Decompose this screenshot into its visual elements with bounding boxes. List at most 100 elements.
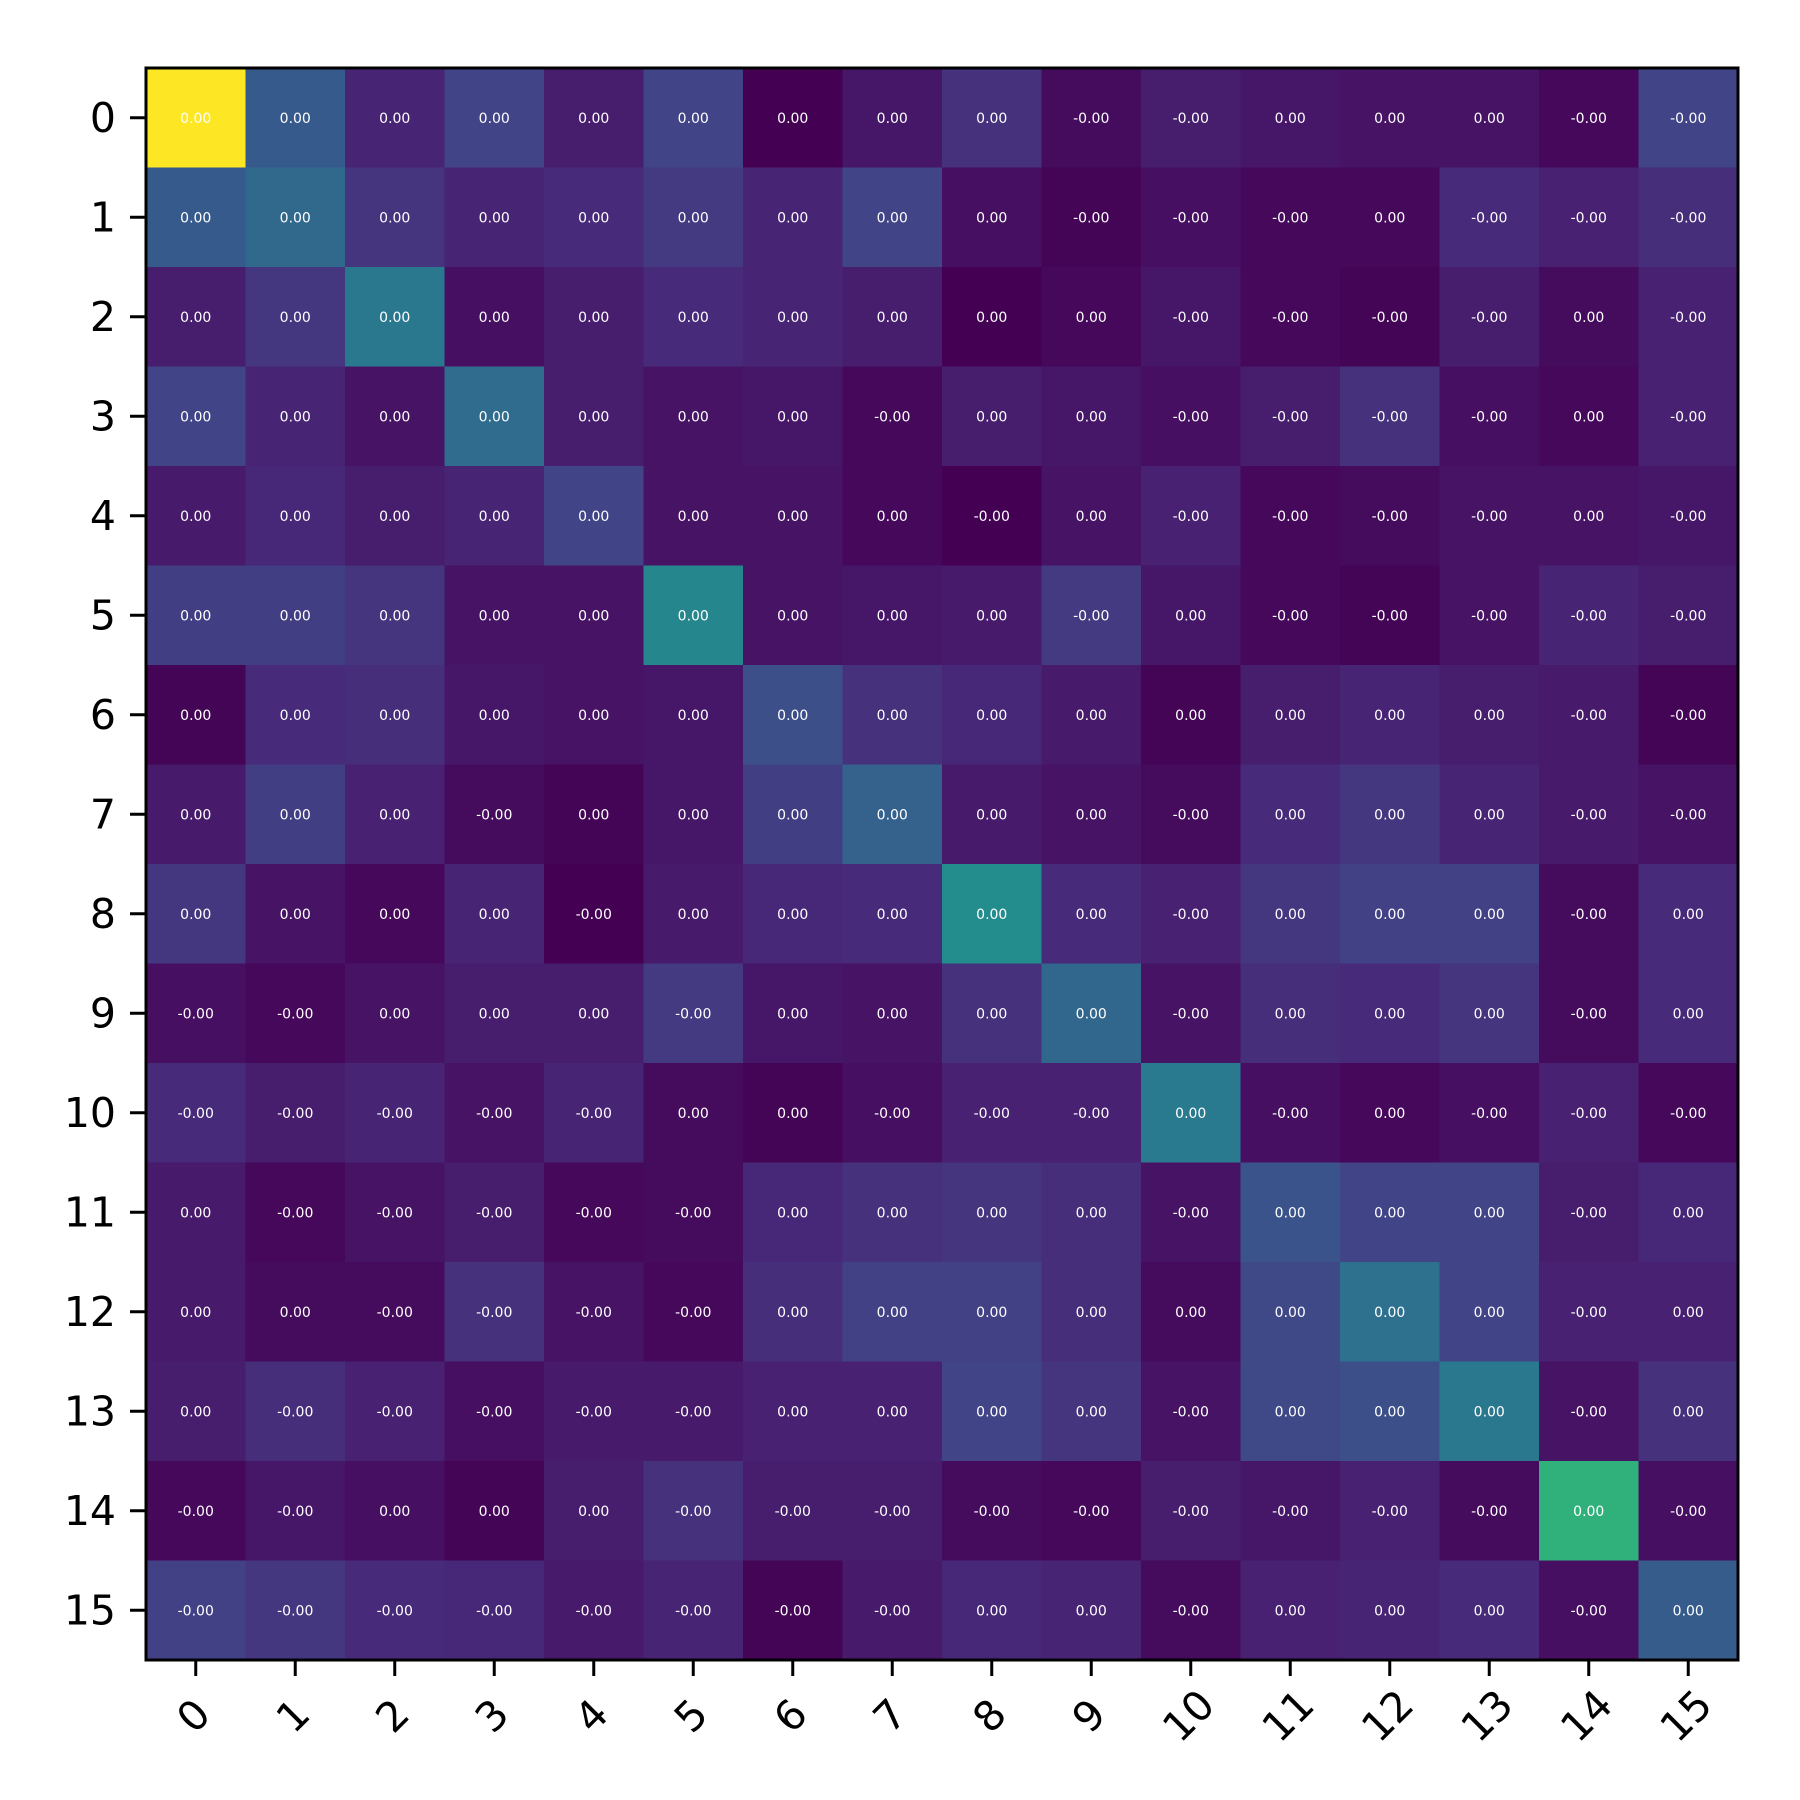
cell-value-label: -0.00 [1571, 1603, 1607, 1619]
heatmap-cell [1539, 1560, 1640, 1661]
cell-value-label: 0.00 [578, 509, 609, 525]
cell-value-label: -0.00 [1471, 509, 1507, 525]
cell-value-label: 0.00 [180, 1404, 211, 1420]
heatmap-cell [1340, 963, 1441, 1064]
y-tick-label: 7 [90, 790, 116, 838]
heatmap-cell [1041, 1063, 1142, 1164]
heatmap-cell [345, 267, 446, 368]
cell-value-label: 0.00 [1275, 1205, 1306, 1221]
cell-value-label: 0.00 [1175, 608, 1206, 624]
cell-value-label: 0.00 [1474, 1404, 1505, 1420]
cell-value-label: 0.00 [479, 1006, 510, 1022]
heatmap-cell [1439, 963, 1540, 1064]
heatmap-cell [245, 68, 346, 169]
y-tick-label: 0 [90, 94, 116, 142]
heatmap-cell [1539, 1361, 1640, 1462]
cell-value-label: 0.00 [1275, 907, 1306, 923]
cell-value-label: 0.00 [1374, 708, 1405, 724]
cell-value-label: 0.00 [777, 708, 808, 724]
cell-value-label: 0.00 [1076, 708, 1107, 724]
cell-value-label: 0.00 [1474, 807, 1505, 823]
cell-value-label: -0.00 [277, 1404, 313, 1420]
heatmap-cell [643, 466, 744, 567]
cell-value-label: 0.00 [1076, 807, 1107, 823]
cell-value-label: -0.00 [1073, 210, 1109, 226]
cell-value-label: 0.00 [976, 111, 1007, 127]
heatmap-cell [146, 1361, 247, 1462]
cell-value-label: 0.00 [578, 1504, 609, 1520]
cell-value-label: 0.00 [1374, 1106, 1405, 1122]
x-tick-label: 15 [1651, 1680, 1722, 1751]
heatmap-cell [1240, 167, 1341, 268]
cell-value-label: -0.00 [1173, 1404, 1209, 1420]
heatmap-cell [1041, 665, 1142, 766]
cell-value-label: -0.00 [675, 1603, 711, 1619]
cell-value-label: 0.00 [180, 708, 211, 724]
cell-value-label: -0.00 [1372, 1504, 1408, 1520]
heatmap-cell [146, 764, 247, 865]
cell-value-label: 0.00 [479, 509, 510, 525]
cell-value-label: 0.00 [280, 807, 311, 823]
heatmap-cell [1240, 1560, 1341, 1661]
heatmap-cell [1539, 963, 1640, 1064]
heatmap-cell [1240, 963, 1341, 1064]
heatmap-cell [1439, 1461, 1540, 1562]
cell-value-label: -0.00 [1571, 907, 1607, 923]
x-tick-label: 0 [167, 1690, 219, 1742]
heatmap-cell [942, 665, 1043, 766]
heatmap-cell [345, 1162, 446, 1263]
cell-value-label: -0.00 [1571, 608, 1607, 624]
heatmap-cell [245, 1361, 346, 1462]
cell-value-label: 0.00 [777, 210, 808, 226]
cell-value-label: 0.00 [678, 608, 709, 624]
heatmap-cell [1141, 1361, 1242, 1462]
heatmap-cell [743, 1063, 844, 1164]
heatmap-cell [1141, 764, 1242, 865]
cell-value-label: 0.00 [1275, 1305, 1306, 1321]
heatmap-cell [1340, 565, 1441, 666]
cell-value-label: 0.00 [479, 111, 510, 127]
heatmap-cell [146, 1461, 247, 1562]
heatmap-cell [544, 1461, 645, 1562]
cell-value-label: 0.00 [1374, 1404, 1405, 1420]
cell-value-label: -0.00 [1173, 807, 1209, 823]
cell-value-label: -0.00 [675, 1006, 711, 1022]
heatmap-cell [1539, 1063, 1640, 1164]
heatmap-cell [1240, 466, 1341, 567]
cell-value-label: 0.00 [1374, 807, 1405, 823]
heatmap-cell [1141, 167, 1242, 268]
cell-value-label: 0.00 [1573, 310, 1604, 326]
heatmap-cell [345, 665, 446, 766]
cell-value-label: 0.00 [777, 1006, 808, 1022]
cell-value-label: 0.00 [578, 409, 609, 425]
heatmap-cell [1638, 466, 1739, 567]
heatmap-cell [345, 1361, 446, 1462]
cell-value-label: 0.00 [1076, 310, 1107, 326]
cell-value-label: 0.00 [1076, 1305, 1107, 1321]
cell-value-label: 0.00 [1673, 907, 1704, 923]
heatmap-cell [1240, 1162, 1341, 1263]
cell-value-label: 0.00 [1673, 1006, 1704, 1022]
heatmap-cell [842, 1461, 943, 1562]
heatmap-cell [643, 1162, 744, 1263]
cell-value-label: 0.00 [1175, 1106, 1206, 1122]
heatmap-cell [444, 963, 545, 1064]
heatmap-cell [643, 68, 744, 169]
x-tick-label: 7 [864, 1690, 916, 1742]
cell-value-label: -0.00 [1571, 111, 1607, 127]
heatmap-cell [842, 963, 943, 1064]
cell-value-label: 0.00 [280, 310, 311, 326]
heatmap-cell [1041, 366, 1142, 467]
heatmap-cell [245, 167, 346, 268]
cell-value-label: -0.00 [1173, 210, 1209, 226]
cell-value-label: 0.00 [280, 1305, 311, 1321]
cell-value-label: -0.00 [1272, 509, 1308, 525]
heatmap-cell [743, 167, 844, 268]
heatmap-cell [1141, 864, 1242, 965]
heatmap-cell-labels: 0.00 0.00 0.00 0.00 0.00 0.00 0.00 0.00 0.00 -0.0… [178, 111, 1707, 1620]
heatmap-cell [643, 1063, 744, 1164]
heatmap-cell [842, 466, 943, 567]
cell-value-label: -0.00 [1272, 409, 1308, 425]
